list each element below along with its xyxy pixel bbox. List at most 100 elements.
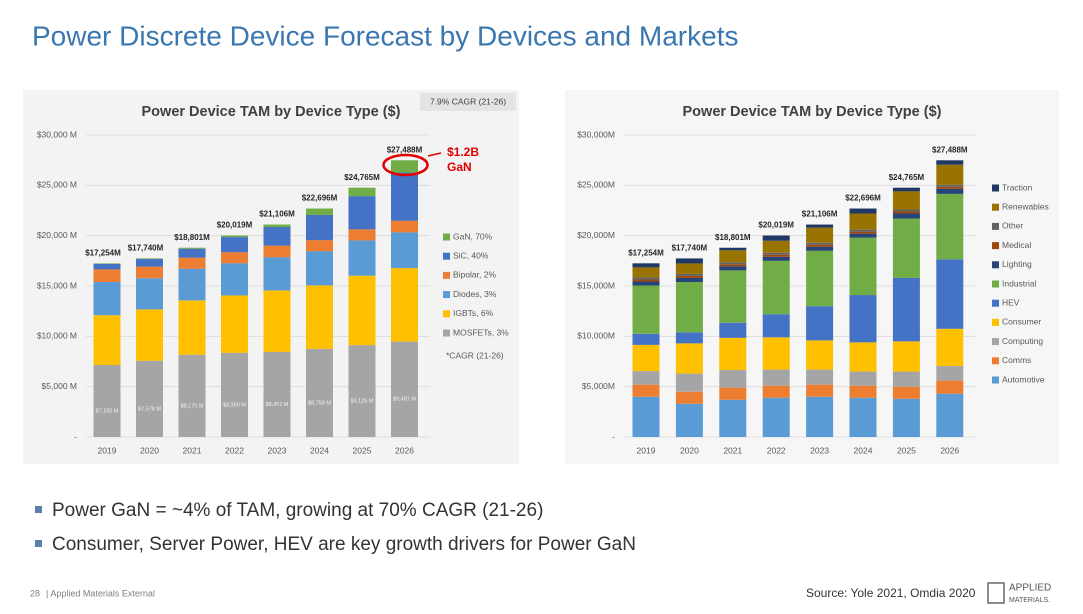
bar-segment [675,332,703,344]
bar-segment [762,254,790,257]
bar-segment [849,208,877,214]
bar-segment [178,257,206,269]
bar-segment [719,322,747,338]
total-label: $27,488M [387,145,423,154]
bar-segment [936,188,964,194]
bar-segment [136,258,163,260]
bar-segment [632,267,660,278]
legend-swatch [992,222,999,230]
bar-segment [892,341,920,372]
bar-segment [719,266,747,271]
bar-segment [675,281,703,333]
bar-segment [306,240,333,252]
bar-segment [391,232,418,269]
bar-segment [762,256,790,261]
bullet [35,506,42,513]
legend-swatch [443,252,450,260]
bar-segment [806,369,834,385]
gan-highlight [382,153,429,177]
bar-segment [849,233,877,238]
bar-segment [936,186,964,189]
y-tick-label: - [612,431,615,441]
bar-segment [892,213,920,219]
x-tick-label: 2026 [395,445,414,455]
bullet-text: Power GaN = ~4% of TAM, growing at 70% C… [52,500,543,521]
cagr-note: 7.9% CAGR (21-26) [430,96,506,106]
bar-segment [348,345,376,437]
y-tick-label: $10,000 M [37,331,77,341]
y-tick-label: $30,000M [577,129,615,139]
bar-segment [762,252,790,255]
bar-segment [762,337,790,370]
bar-segment [348,196,376,230]
callout-line [427,152,442,157]
legend-swatch [992,261,999,269]
legend-swatch [443,291,450,299]
bullet-text: Consumer, Server Power, HEV are key grow… [52,534,636,555]
bar-segment [178,354,206,437]
bar-segment [719,270,747,323]
bar-segment [263,227,291,246]
bar-segment [221,263,248,296]
value-label: $8,360 M [223,402,246,408]
legend-swatch [992,280,999,288]
legend-swatch [992,376,999,384]
bar-segment [136,278,163,310]
legend-label: Industrial [1002,278,1037,288]
bar-segment [263,351,291,437]
bar-segment [675,277,703,282]
legend-swatch [992,184,999,192]
total-label: $18,801M [174,233,210,242]
bar-segment [632,396,660,437]
value-label: $9,125 M [351,399,374,405]
legend-label: HEV [1002,297,1020,307]
gan-callout: $1.2B [447,145,479,159]
bar-segment [762,260,790,315]
bullet [35,540,42,547]
footnote: *CAGR (21-26) [446,350,504,360]
bar-segment [136,259,163,267]
bar-segment [221,295,248,353]
page-number: 28 [30,588,40,598]
bar-segment [348,240,376,276]
y-tick-label: $5,000M [582,381,615,391]
bar-segment [719,247,747,251]
x-tick-label: 2025 [353,445,372,455]
source: Source: Yole 2021, Omdia 2020 [806,586,976,600]
y-tick-label: $5,000 M [42,381,77,391]
bar-segment [306,348,333,437]
legend-swatch [443,329,450,337]
bar-segment [178,247,206,249]
bar-segment [348,229,376,241]
bar-segment [632,281,660,286]
bar-segment [306,285,333,349]
value-label: $8,170 M [181,403,204,409]
legend-label: Computing [1002,336,1043,346]
x-tick-label: 2024 [854,445,873,455]
bar-segment [806,224,834,228]
bar-segment [632,344,660,372]
legend-label: Comms [1002,355,1031,365]
bar-segment [263,245,291,258]
legend-swatch [443,271,450,279]
legend-label: Medical [1002,240,1031,250]
legend-label: Consumer [1002,317,1041,327]
bar-segment [719,399,747,437]
legend-label: MOSFETs, 3% [453,327,509,337]
total-label: $21,106M [259,210,295,219]
bar-segment [849,385,877,398]
y-tick-label: $30,000 M [37,129,77,139]
bar-segment [936,259,964,329]
bar-segment [762,235,790,241]
bar-segment [849,213,877,230]
bar-segment [936,366,964,381]
bar-segment [719,250,747,263]
y-tick-label: $25,000 M [37,180,77,190]
total-label: $22,696M [845,194,881,203]
bar-segment [632,384,660,397]
bar-segment [136,266,163,279]
bar-segment [632,285,660,334]
bar-segment [806,306,834,341]
x-tick-label: 2024 [310,445,329,455]
